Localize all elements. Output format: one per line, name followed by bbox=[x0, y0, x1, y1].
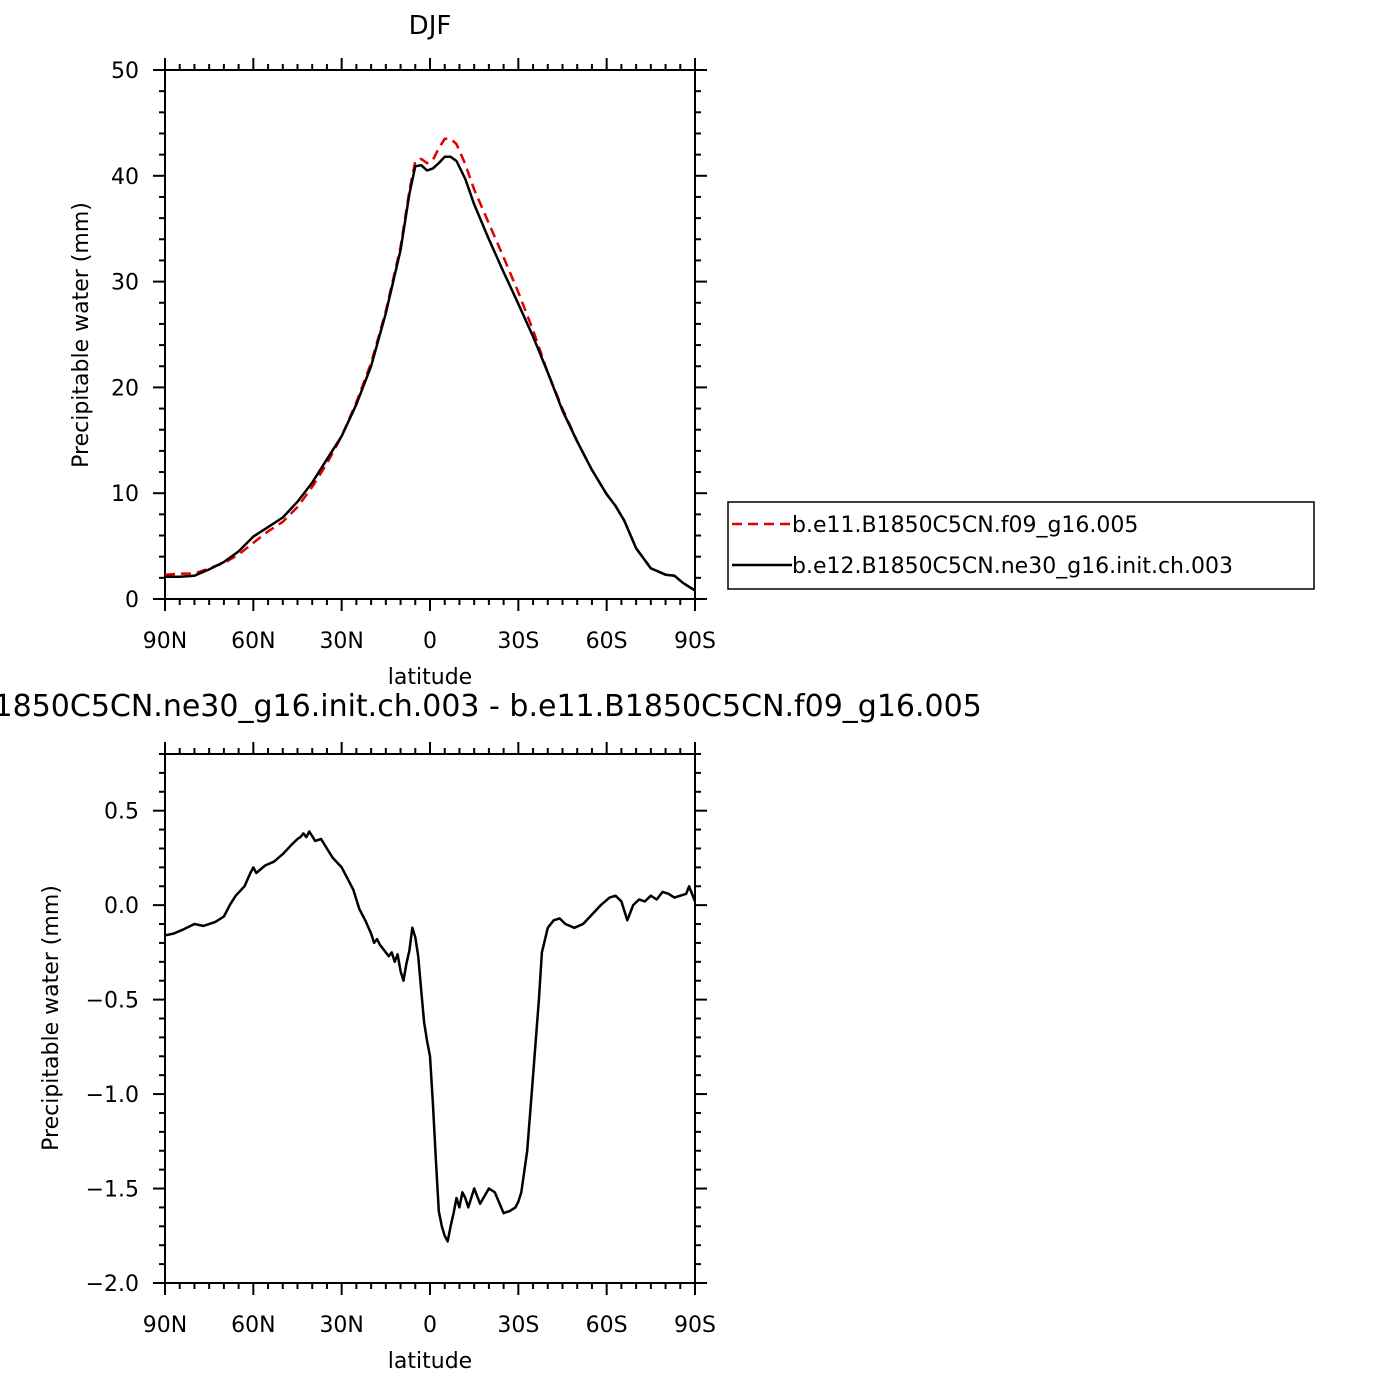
top-y-tick-label: 40 bbox=[111, 165, 139, 190]
top-x-tick-label: 0 bbox=[423, 629, 437, 654]
bottom-x-tick-label: 60S bbox=[586, 1313, 628, 1338]
legend-box bbox=[727, 501, 1315, 590]
bottom-y-tick-label: −1.0 bbox=[86, 1083, 139, 1108]
top-chart-title: DJF bbox=[409, 11, 452, 41]
bottom-x-tick-label: 30S bbox=[497, 1313, 539, 1338]
top-x-tick-label: 90N bbox=[143, 629, 187, 654]
top-series-line-1 bbox=[165, 137, 695, 592]
top-series-line-2 bbox=[165, 155, 695, 592]
top-y-tick-label: 20 bbox=[111, 376, 139, 401]
bottom-y-tick-label: 0.0 bbox=[104, 894, 139, 919]
top-plot-frame bbox=[164, 69, 696, 600]
bottom-x-axis-label: latitude bbox=[388, 1349, 472, 1374]
top-panel: DJF 90N 60N 30N 0 30S 60S 90S 0 10 20 30 40 50 latit… bbox=[69, 11, 716, 690]
legend: b.e11.B1850C5CN.f09_g16.005 b.e12.B1850C… bbox=[727, 501, 1315, 590]
top-x-tick-label: 30S bbox=[497, 629, 539, 654]
top-y-tick-label: 30 bbox=[111, 271, 139, 296]
top-x-axis-label: latitude bbox=[388, 665, 472, 690]
bottom-y-tick-label: −0.5 bbox=[86, 989, 139, 1014]
bottom-y-axis-label: Precipitable water (mm) bbox=[39, 885, 64, 1151]
bottom-y-tick-label: −1.5 bbox=[86, 1178, 139, 1203]
bottom-panel: b.e12.B1850C5CN.ne30_g16.init.ch.003 - b… bbox=[0, 689, 982, 1374]
top-x-tick-label: 90S bbox=[674, 629, 716, 654]
top-y-tick-label: 50 bbox=[111, 59, 139, 84]
bottom-x-tick-label: 90N bbox=[143, 1313, 187, 1338]
top-x-tick-label: 30N bbox=[319, 629, 363, 654]
bottom-x-tick-label: 90S bbox=[674, 1313, 716, 1338]
legend-label-series-2: b.e12.B1850C5CN.ne30_g16.init.ch.003 bbox=[792, 554, 1233, 579]
legend-label-series-1: b.e11.B1850C5CN.f09_g16.005 bbox=[792, 513, 1138, 538]
top-x-tick-label: 60N bbox=[231, 629, 275, 654]
bottom-y-tick-label: −2.0 bbox=[86, 1272, 139, 1297]
bottom-x-tick-label: 30N bbox=[319, 1313, 363, 1338]
bottom-x-tick-label: 60N bbox=[231, 1313, 275, 1338]
top-y-axis-label: Precipitable water (mm) bbox=[69, 202, 94, 468]
top-x-tick-label: 60S bbox=[586, 629, 628, 654]
bottom-x-tick-label: 0 bbox=[423, 1313, 437, 1338]
top-y-tick-label: 0 bbox=[125, 588, 139, 613]
bottom-series-line-1 bbox=[165, 830, 695, 1243]
bottom-y-tick-label: 0.5 bbox=[104, 800, 139, 825]
bottom-chart-title: b.e12.B1850C5CN.ne30_g16.init.ch.003 - b… bbox=[0, 689, 982, 724]
top-y-tick-label: 10 bbox=[111, 482, 139, 507]
bottom-plot-frame bbox=[164, 753, 696, 1284]
